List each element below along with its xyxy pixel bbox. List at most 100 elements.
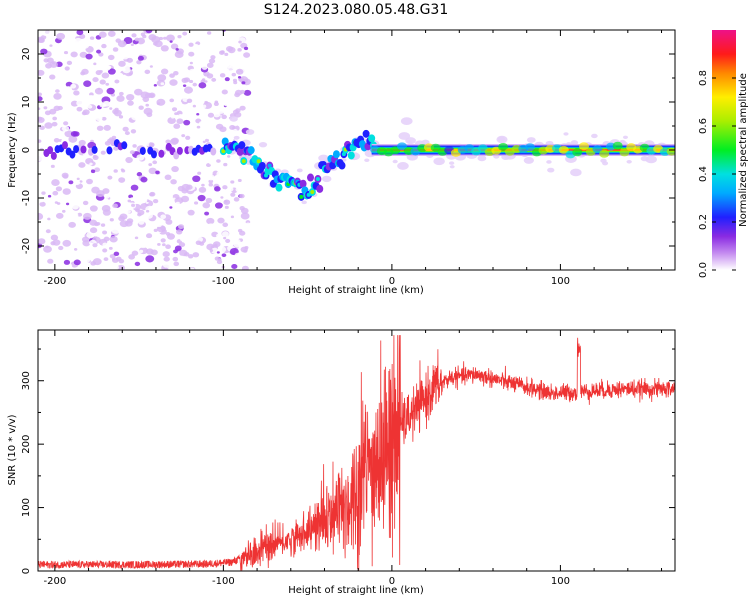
spectrogram-noise-blob [125, 157, 133, 164]
spectrogram-noise-blob [81, 256, 91, 264]
spectrogram-noise-blob [172, 256, 179, 262]
spectrogram-noise-blob [523, 156, 534, 164]
spectrogram-noise-blob [205, 138, 210, 143]
spectrogram-noise-blob [217, 107, 225, 114]
spectrogram-noise-blob [177, 224, 185, 230]
spectrogram-noise-blob [227, 186, 234, 192]
spectrogram-noise-blob [136, 60, 142, 65]
spectrogram-noise-blob [63, 259, 71, 265]
x-tick-label: -100 [212, 576, 235, 587]
spectrogram-noise-blob [169, 40, 173, 43]
spectrogram-noise-blob [221, 114, 227, 120]
spectrogram-noise-blob [76, 195, 83, 200]
spectrogram-noise-blob [91, 186, 100, 194]
spectrogram-noise-blob [90, 169, 96, 174]
spectrogram-noise-blob [188, 51, 195, 57]
spectrogram-noise-blob [136, 47, 141, 51]
spectrogram-noise-blob [364, 158, 370, 163]
spectrogram-noise-blob [127, 100, 134, 106]
y-tick-label: -10 [21, 190, 32, 206]
spectrogram-noise-blob [198, 127, 207, 135]
spectrogram-ridge-blob [61, 141, 68, 150]
spectrogram-noise-blob [101, 116, 107, 121]
spectrogram-noise-blob [195, 59, 200, 63]
spectrogram-noise-blob [166, 34, 175, 42]
spectrogram-noise-blob [52, 190, 59, 196]
spectrogram-noise-blob [189, 61, 193, 65]
spectrogram-ridge-blob [316, 184, 324, 193]
spectrogram-noise-blob [169, 73, 175, 78]
spectrogram-noise-blob [198, 121, 205, 126]
spectrogram-ridge-blob [267, 163, 272, 168]
spectrogram-noise-blob [220, 196, 224, 199]
spectrogram-noise-blob [149, 65, 153, 68]
spectrogram-noise-blob [182, 84, 187, 88]
spectrogram-noise-blob [226, 127, 231, 131]
spectrogram-noise-blob [102, 242, 108, 247]
spectrogram-noise-blob [201, 183, 205, 187]
spectrogram-noise-blob [204, 211, 210, 216]
spectrogram-noise-blob [42, 232, 46, 235]
spectrogram-noise-blob [149, 93, 155, 98]
spectrogram-noise-blob [65, 202, 70, 206]
spectrogram-noise-blob [152, 126, 158, 131]
spectrogram-noise-blob [185, 135, 191, 140]
spectrogram-noise-blob [202, 140, 206, 144]
spectrogram-noise-blob [167, 159, 175, 166]
spectrogram-noise-blob [62, 209, 66, 213]
spectrogram-noise-blob [209, 37, 216, 42]
spectrogram-noise-blob [74, 213, 79, 217]
spectrogram-noise-blob [167, 117, 176, 124]
spectrogram-noise-blob [181, 61, 185, 65]
spectrogram-noise-blob [140, 32, 146, 37]
spectrogram-noise-blob [210, 55, 216, 60]
spectrogram-noise-blob [94, 167, 101, 173]
spectrogram-noise-blob [104, 120, 112, 127]
x-tick-label: -200 [44, 276, 67, 287]
spectrogram-noise-blob [223, 99, 228, 103]
spectrogram-noise-blob [143, 107, 153, 115]
spectrogram-noise-blob [214, 186, 221, 192]
spectrogram-ridge-blob [150, 150, 157, 159]
spectrogram-noise-blob [223, 236, 227, 240]
spectrogram-noise-blob [161, 113, 167, 118]
spectrogram-noise-blob [137, 55, 144, 61]
spectrogram-noise-blob [81, 236, 90, 243]
spectrogram-noise-blob [219, 73, 226, 78]
spectrogram-noise-blob [119, 220, 129, 228]
spectrogram-noise-blob [216, 159, 221, 163]
spectrogram-noise-blob [113, 52, 117, 55]
spectrogram-noise-blob [153, 83, 157, 87]
spectrogram-noise-blob [125, 234, 135, 242]
spectrogram-noise-blob [152, 160, 158, 165]
spectrogram-noise-blob [112, 203, 118, 209]
spectrogram-noise-blob [160, 127, 170, 135]
spectrogram-noise-blob [233, 197, 240, 202]
spectrogram-noise-blob [38, 212, 44, 221]
spectrogram-noise-blob [70, 83, 77, 89]
y-tick-label: 0 [21, 147, 32, 153]
spectrogram-noise-blob [158, 167, 165, 173]
spectrogram-ridge-blob [525, 143, 536, 152]
spectrogram-noise-blob [143, 80, 148, 84]
spectrogram-noise-blob [77, 63, 82, 67]
spectrogram-noise-blob [111, 264, 119, 270]
spectrogram-noise-blob [150, 249, 158, 256]
spectrogram-noise-blob [118, 215, 125, 222]
spectrogram-noise-blob [95, 115, 103, 122]
spectrogram-noise-blob [164, 174, 172, 181]
spectrogram-noise-blob [72, 240, 78, 245]
spectrogram-noise-blob [64, 72, 69, 76]
spectrogram-marks [38, 30, 675, 270]
spectrogram-noise-blob [94, 251, 100, 256]
spectrogram-noise-blob [184, 86, 193, 94]
spectrogram-noise-blob [174, 112, 178, 116]
spectrogram-noise-blob [47, 194, 52, 198]
spectrogram-noise-blob [211, 77, 217, 82]
spectrogram-noise-blob [449, 165, 455, 169]
spectrogram-noise-blob [231, 128, 238, 135]
spectrogram-noise-blob [117, 264, 125, 270]
spectrogram-noise-blob [163, 36, 167, 40]
spectrogram-noise-blob [38, 92, 43, 97]
spectrogram-noise-blob [58, 155, 65, 161]
